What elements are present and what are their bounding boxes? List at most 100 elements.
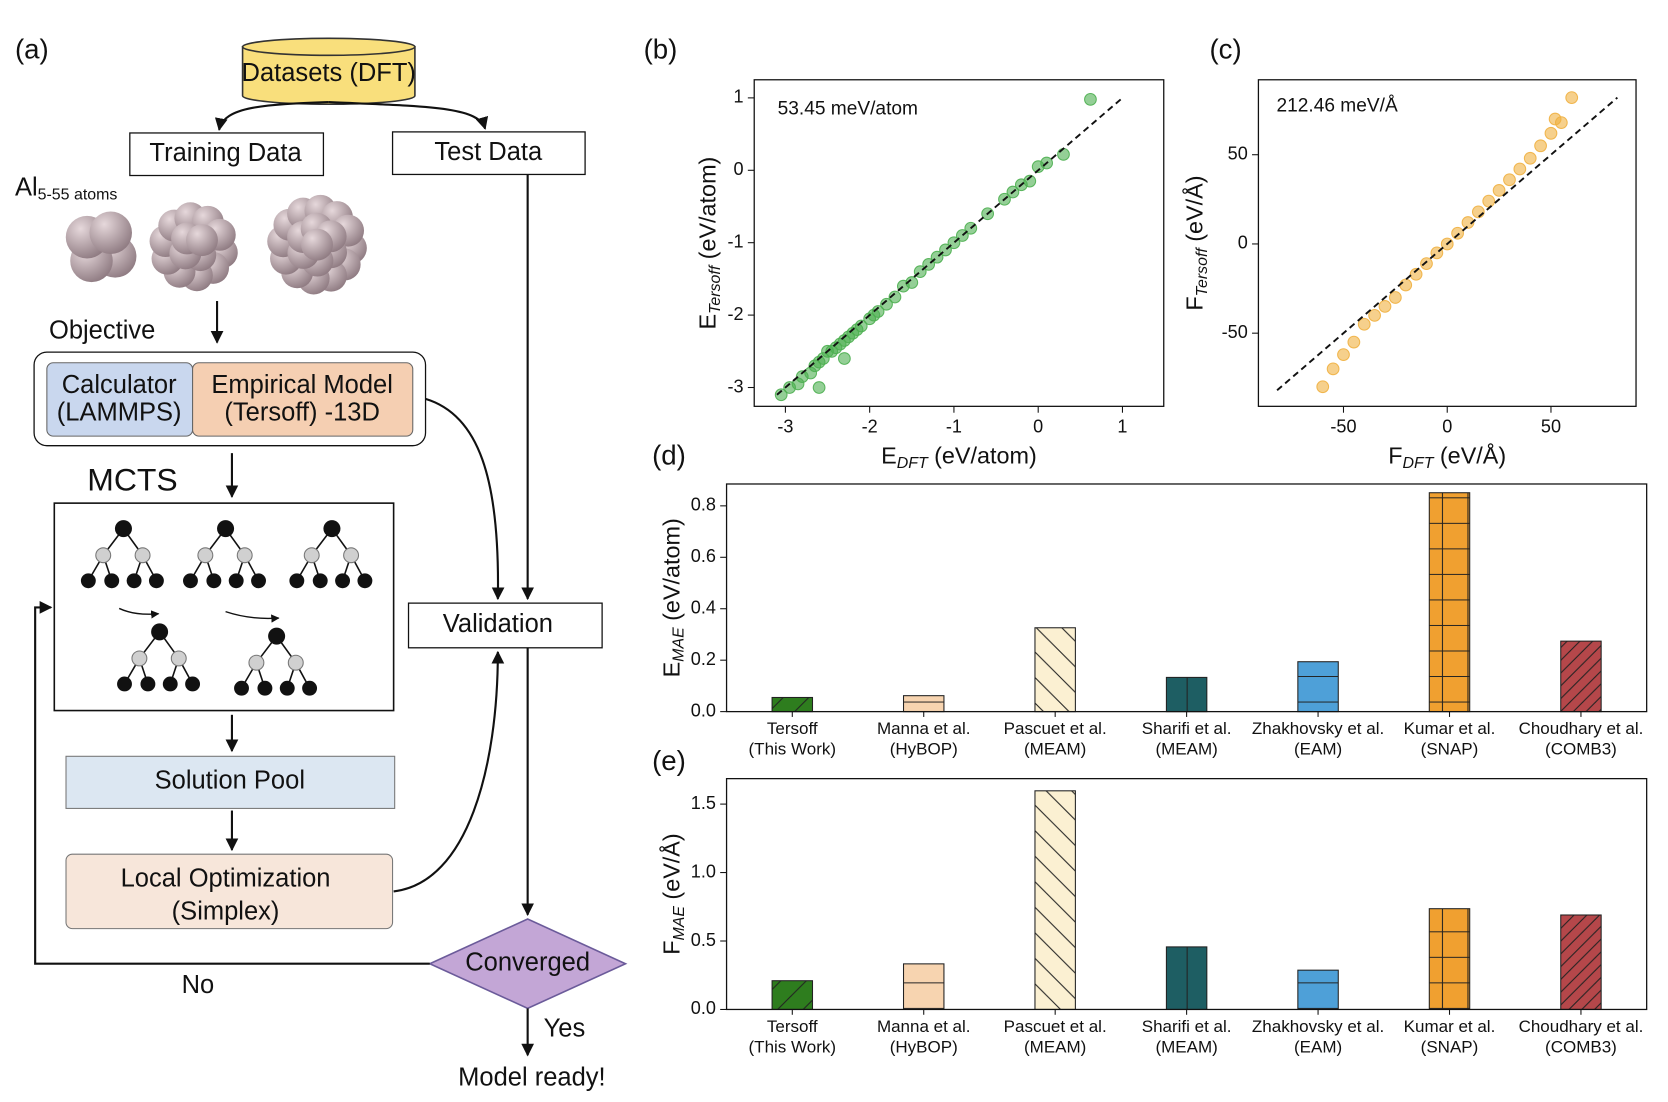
tree-node [170, 650, 187, 667]
point [1057, 147, 1070, 161]
x-tick-label: Kumar et al. [1404, 1017, 1496, 1036]
point [1482, 194, 1496, 208]
atom [186, 224, 218, 257]
y-tick-label: 0.8 [691, 495, 716, 515]
bar [1034, 627, 1076, 713]
x-tick-label: Manna et al. [877, 1017, 971, 1036]
x-tick-label: Zhakhovsky et al. [1252, 719, 1384, 738]
node-label: Test Data [434, 138, 543, 166]
panel-label: (b) [644, 33, 678, 64]
x-tick-label: Kumar et al. [1404, 719, 1496, 738]
point [1084, 92, 1097, 106]
x-tick-label: Tersoff [767, 719, 818, 738]
bar [902, 695, 945, 713]
x-tick-label: 0 [1442, 416, 1452, 436]
tree-node [234, 680, 249, 696]
x-tick-label: (MEAM) [1155, 739, 1217, 758]
point [1420, 257, 1433, 270]
point [1326, 362, 1340, 376]
section-label: MCTS [87, 461, 177, 497]
x-tick-label: Sharifi et al. [1142, 719, 1232, 738]
bar [1428, 492, 1471, 713]
tree-node [114, 520, 132, 538]
point [854, 319, 868, 333]
point [1523, 151, 1537, 165]
x-tick-label: Pascuet et al. [1004, 1017, 1107, 1036]
x-tick-label: (MEAM) [1024, 739, 1086, 758]
point [1316, 380, 1330, 394]
tree-node [302, 680, 318, 696]
species-label: Al5-55 atoms [15, 173, 117, 204]
axis-label: ETersoff (eV/atom) [695, 157, 724, 330]
x-tick-label: Sharifi et al. [1142, 1017, 1232, 1036]
tree-node [185, 676, 201, 692]
node-box [65, 755, 396, 809]
reference-line [776, 97, 1124, 396]
point [905, 276, 919, 289]
point [1347, 335, 1361, 349]
node-label: Converged [465, 948, 590, 976]
x-tick-label: Choudhary et al. [1519, 1017, 1644, 1036]
x-tick-label: Tersoff [767, 1017, 818, 1036]
tree-node [206, 573, 222, 589]
bar [771, 696, 814, 713]
x-tick-label: (SNAP) [1421, 739, 1479, 758]
point [1534, 139, 1547, 153]
point [1388, 291, 1402, 304]
reference-line [1276, 96, 1618, 392]
axis-label-sub: MAE [671, 627, 688, 662]
axis-label-sub: Tersoff [707, 264, 724, 314]
tree-node [148, 573, 164, 589]
tree-node [287, 654, 304, 671]
tree-node [228, 573, 244, 589]
x-tick-label: (EAM) [1294, 739, 1342, 758]
plot-frame [725, 483, 1648, 713]
atom [89, 211, 132, 255]
axis-label-unit: (eV/Å) [658, 833, 685, 899]
axis-label: FTersoff (eV/Å) [1181, 175, 1211, 310]
point [888, 290, 902, 304]
y-tick-label: 0 [1238, 233, 1248, 253]
x-tick-label: -50 [1330, 416, 1356, 436]
node-label: Calculator [62, 371, 177, 399]
edge-label: No [182, 971, 215, 999]
x-tick-label: Zhakhovsky et al. [1252, 1017, 1384, 1036]
node-label: (Tersoff) -13D [224, 399, 380, 427]
node-label: (Simplex) [172, 897, 280, 925]
y-tick-label: 0 [734, 159, 744, 179]
point [1337, 348, 1350, 361]
tree-node [312, 573, 328, 589]
section-label: Objective [49, 317, 155, 345]
axis-label-unit: (eV/atom) [695, 157, 721, 260]
point [1023, 174, 1037, 188]
bar [1560, 640, 1602, 713]
point [1409, 267, 1423, 281]
annotation: 53.45 meV/atom [778, 99, 918, 120]
plot-frame [753, 79, 1165, 407]
y-tick-label: 0.5 [691, 930, 716, 950]
x-tick-label: -1 [946, 416, 962, 436]
axis-label-sub: DFT [1403, 455, 1435, 472]
tree-node [131, 650, 148, 667]
point [1399, 278, 1413, 292]
bar [1165, 676, 1208, 713]
x-tick-label: (COMB3) [1545, 739, 1617, 758]
node-box [192, 362, 414, 437]
x-tick-label: 1 [1117, 416, 1127, 436]
x-tick-label: (SNAP) [1421, 1037, 1479, 1056]
axis-label-sub: Tersoff [1194, 247, 1211, 297]
point [1554, 116, 1568, 129]
axis-label: EDFT (eV/atom) [881, 443, 1037, 472]
point [1503, 173, 1516, 187]
x-tick-label: (EAM) [1294, 1037, 1342, 1056]
node-box [65, 853, 394, 930]
bar [902, 963, 945, 1010]
diagram: (a) Datasets (DFT) Training Data Test Da… [15, 33, 628, 1091]
tree-node [140, 676, 156, 692]
bar [1034, 790, 1076, 1010]
tree-node [236, 547, 253, 564]
x-tick-label: (This Work) [749, 739, 837, 758]
edge-label: Yes [544, 1014, 586, 1042]
tree-node [279, 680, 295, 696]
